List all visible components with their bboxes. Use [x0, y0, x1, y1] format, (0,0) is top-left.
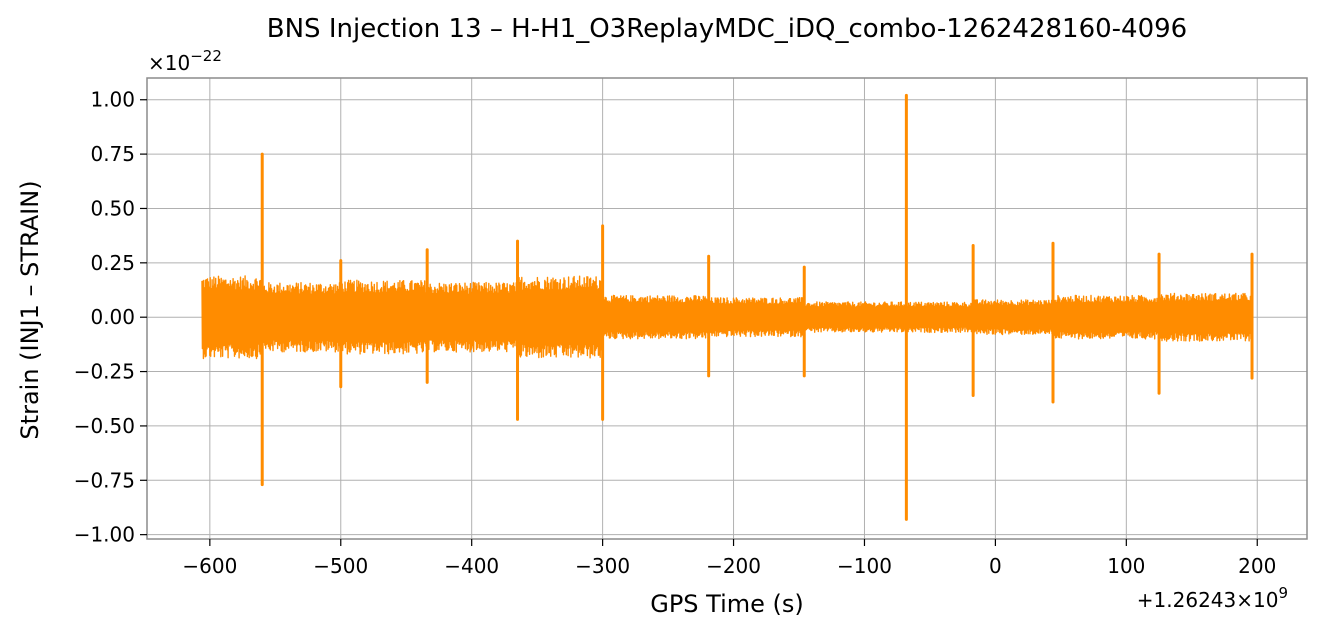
y-tick-label: −0.75: [74, 468, 135, 492]
y-tick-label: 0.75: [90, 142, 135, 166]
x-offset-label: +1.26243×109: [1137, 584, 1288, 612]
y-tick-label: −0.25: [74, 360, 135, 384]
x-tick-label: −600: [182, 554, 237, 578]
x-tick-label: 0: [989, 554, 1002, 578]
x-offset-exponent: 9: [1278, 584, 1288, 602]
plot-frame: [146, 77, 1308, 540]
y-tick-label: −1.00: [74, 523, 135, 547]
y-tick-label: −0.50: [74, 414, 135, 438]
x-tick-label: −200: [706, 554, 761, 578]
chart-title: BNS Injection 13 – H-H1_O3ReplayMDC_iDQ_…: [267, 14, 1187, 44]
y-tick-label: 0.50: [90, 196, 135, 220]
x-tick-label: 200: [1238, 554, 1276, 578]
x-tick-label: −400: [444, 554, 499, 578]
x-tick-label: −500: [313, 554, 368, 578]
data-series: [201, 93, 1254, 521]
y-scale-exponent: −22: [190, 47, 222, 65]
x-tick-label: 100: [1107, 554, 1145, 578]
y-tick-label: 0.00: [90, 305, 135, 329]
x-tick-label: −300: [575, 554, 630, 578]
x-tick-label: −100: [837, 554, 892, 578]
strain-series-line: [201, 275, 1253, 360]
y-axis-label: Strain (INJ1 – STRAIN): [16, 180, 44, 439]
y-tick-label: 1.00: [90, 88, 135, 112]
y-tick-label: 0.25: [90, 251, 135, 275]
x-axis-label: GPS Time (s): [650, 590, 804, 618]
y-scale-label: ×10−22: [148, 47, 222, 75]
axis-ticks: −600 −500 −400 −300 −200 −100 0 100 200 −1.00 −0.7…: [74, 88, 1277, 578]
